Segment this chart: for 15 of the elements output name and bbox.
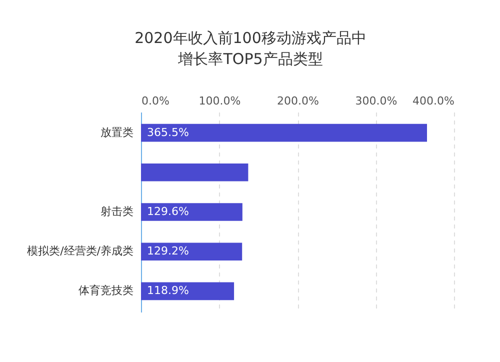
data-label: 129.2% (147, 244, 189, 258)
data-label: 129.6% (147, 205, 189, 218)
data-label: 365.5% (147, 126, 189, 139)
chart-title: 2020年收入前100移动游戏产品中 (134, 29, 366, 47)
x-tick-label: 100.0% (198, 94, 241, 108)
x-tick-label: 0.0% (142, 94, 170, 108)
x-tick-label: 300.0% (355, 94, 398, 108)
chart-subtitle: 增长率TOP5产品类型 (177, 50, 323, 68)
y-tick-label: 放置类 (100, 126, 134, 139)
y-tick-label: 射击类 (100, 205, 134, 218)
x-tick-label: 200.0% (277, 94, 319, 108)
y-tick-label: 模拟类/经营类/养成类 (27, 244, 134, 258)
x-tick-label: 400.0% (412, 94, 454, 108)
data-label: 118.9% (147, 284, 189, 298)
y-tick-label: 体育竞技类 (78, 284, 134, 298)
